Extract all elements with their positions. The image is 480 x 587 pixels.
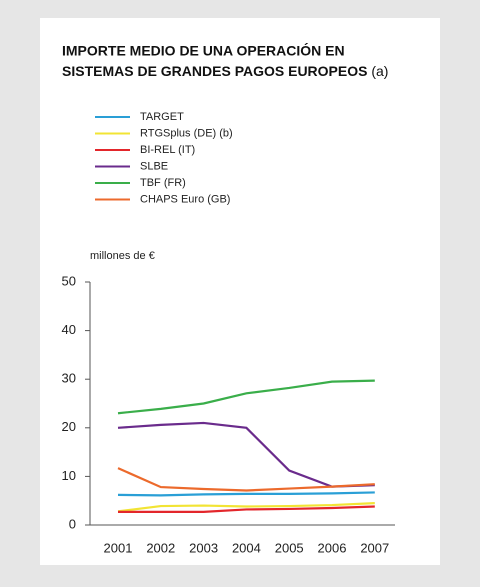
y-tick-label: 40 xyxy=(62,322,76,337)
legend-label: SLBE xyxy=(140,160,168,172)
y-tick-label: 20 xyxy=(62,419,76,434)
legend-label: BI-REL (IT) xyxy=(140,144,195,156)
chart-title: IMPORTE MEDIO DE UNA OPERACIÓN EN xyxy=(62,42,345,59)
x-tick-label: 2006 xyxy=(318,540,347,555)
legend-label: TBF (FR) xyxy=(140,177,186,189)
y-axis-label: millones de € xyxy=(90,250,155,262)
y-tick-label: 50 xyxy=(62,273,76,288)
x-tick-label: 2007 xyxy=(360,540,389,555)
panel xyxy=(40,18,440,565)
x-tick-label: 2005 xyxy=(275,540,304,555)
chart-title: SISTEMAS DE GRANDES PAGOS EUROPEOS (a) xyxy=(62,63,388,79)
series-line xyxy=(117,379,375,415)
chart-title-line: SISTEMAS DE GRANDES PAGOS EUROPEOS xyxy=(62,63,367,79)
legend-label: TARGET xyxy=(140,111,184,123)
legend-label: RTGSplus (DE) (b) xyxy=(140,127,233,139)
series-line xyxy=(117,491,375,497)
series-line xyxy=(117,467,375,492)
series-line xyxy=(118,505,375,513)
x-tick-label: 2004 xyxy=(232,540,261,555)
x-tick-label: 2001 xyxy=(104,540,133,555)
x-tick-label: 2003 xyxy=(189,540,218,555)
legend-label: CHAPS Euro (GB) xyxy=(140,193,230,205)
y-tick-label: 10 xyxy=(62,468,76,483)
series-line xyxy=(117,502,375,513)
chart-title-note: (a) xyxy=(371,63,388,79)
y-tick-label: 0 xyxy=(69,516,76,531)
x-tick-label: 2002 xyxy=(146,540,175,555)
y-tick-label: 30 xyxy=(62,371,76,386)
